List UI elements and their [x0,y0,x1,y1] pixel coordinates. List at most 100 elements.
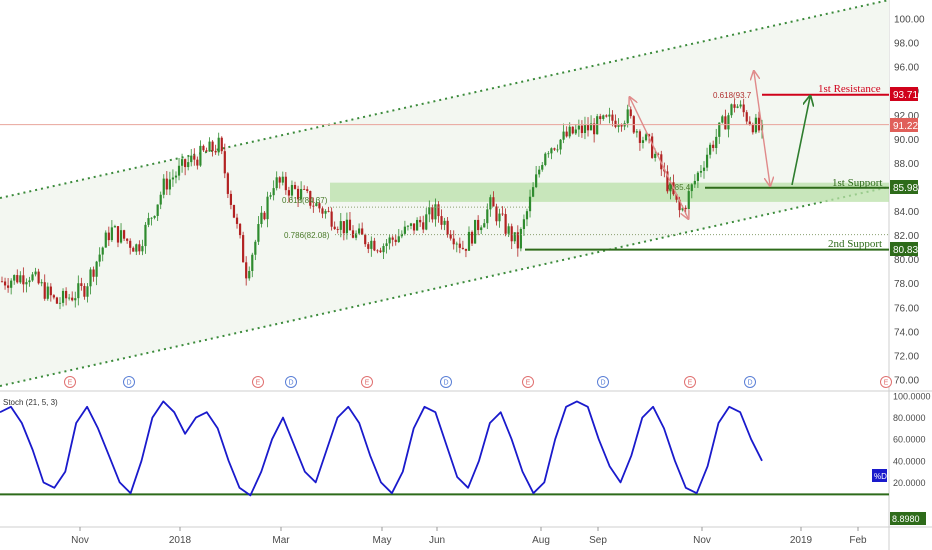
candle-body [55,297,59,304]
support1-tag-value: 85.98 [893,183,918,194]
candle-body [568,126,571,137]
fib-618-right-label: 0.618(93.7 [713,91,752,100]
candle-body [107,232,110,241]
candle-body [507,226,510,234]
time-tick-label: 2018 [169,535,192,546]
candle-body [266,196,269,220]
candle-body [458,243,461,248]
candle-body [110,227,113,241]
candle-body [358,228,361,234]
candle-body [25,282,28,285]
price-tick-label: 90.00 [894,135,919,146]
candle-body [300,189,303,200]
candle-body [171,177,175,180]
candle-body [498,213,501,222]
candle-body [278,177,281,183]
candle-body [712,144,715,149]
event-marker-label: E [526,380,531,387]
stoch-panel: 100.0000 80.0000 60.0000 40.0000 20.0000 [0,392,931,497]
price-tick-label: 74.00 [894,327,919,338]
candle-body [257,224,260,242]
support-zone [330,182,889,202]
candle-body [571,126,574,134]
price-axis: 100.0098.0096.0094.0092.0090.0088.0086.0… [894,15,925,387]
candle-body [654,153,657,158]
candle-body [510,226,513,242]
candle-body [516,232,519,249]
support1-tag [890,180,918,194]
candle-body [318,203,321,209]
candle-body [541,165,544,170]
candle-body [531,187,535,197]
candle-body [739,104,742,107]
candle-body [379,250,382,253]
candle-body [464,248,468,251]
candle-body [74,298,77,301]
candle-body [168,179,171,190]
candle-body [361,228,364,235]
candle-body [275,177,278,189]
candle-body [101,247,104,255]
fib-618-left-label: 0.618(84.37) [282,196,328,205]
candle-body [245,262,248,279]
candle-body [626,109,629,124]
candle-body [13,275,16,281]
candle-body [28,280,31,283]
candle-body [428,207,431,215]
candle-body [345,219,348,234]
event-marker [744,376,756,388]
second-support-label: 2nd Support [828,238,882,250]
candle-body [196,159,199,166]
candle-body [589,123,593,131]
candle-body [751,124,754,133]
candle-body [138,244,141,252]
candle-body [467,231,471,251]
candle-body [443,220,446,225]
candle-body [202,145,205,151]
candle-body [232,204,236,218]
candle-body [147,218,150,225]
candle-body [16,275,19,283]
candle-body [159,194,162,205]
candle-body [709,144,712,155]
event-marker [880,376,892,388]
candle-body [342,221,345,234]
candle-body [492,197,495,207]
candle-body [419,219,422,223]
candle-body [272,188,275,196]
time-tick-label: Aug [532,535,550,546]
current-price-tag-value: 91.22 [893,121,918,132]
event-marker-label: D [600,380,605,387]
candle-body [58,302,62,304]
candle-body [397,236,400,243]
price-tick-label: 72.00 [894,351,919,362]
candle-body [80,283,83,286]
event-marker [64,376,76,388]
time-tick-label: Nov [71,535,89,546]
candle-body [77,283,80,299]
candle-body [605,115,608,117]
stoch-line [0,400,763,497]
candle-body [437,204,440,217]
candle-body [174,175,178,178]
first-resistance-label: 1st Resistance [818,83,881,95]
candle-body [339,221,342,230]
candle-body [699,170,703,173]
event-marker-label: E [365,380,370,387]
candle-body [553,148,556,150]
time-axis: Nov 2018 Mar May Jun Aug Sep Nov 2019 Feb [71,527,867,546]
candle-body [721,116,724,123]
candle-body [556,149,559,151]
candle-body [226,173,229,194]
candle-body [580,125,584,134]
price-tick-label: 92.00 [894,111,919,122]
candle-body [693,180,696,185]
candle-body [486,209,489,224]
candle-body [86,286,89,297]
candle-body [260,212,263,225]
candle-body [165,178,168,190]
stoch-tick-label: 20.0000 [893,478,926,488]
candle-body [7,285,10,288]
candle-body [336,229,339,230]
candle-body [296,188,300,200]
